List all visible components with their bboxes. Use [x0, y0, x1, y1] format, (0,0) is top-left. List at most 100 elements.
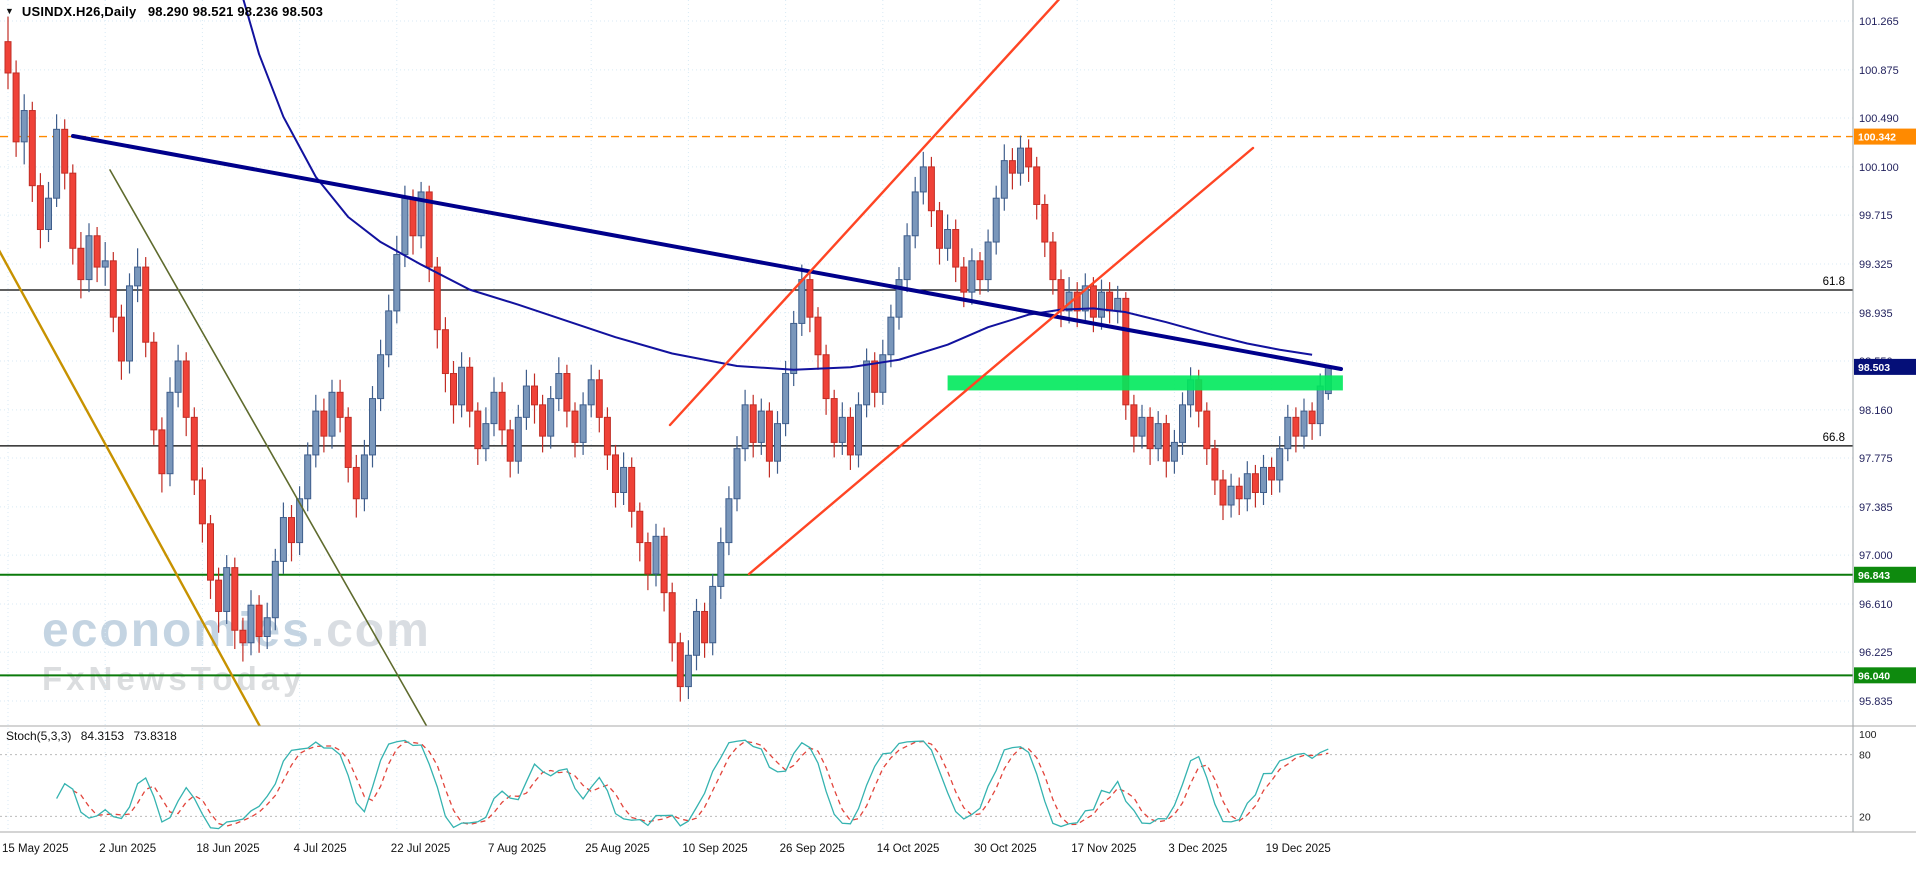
candle: [498, 391, 506, 431]
candle: [579, 404, 587, 443]
candle: [636, 510, 644, 544]
candle: [879, 354, 887, 393]
candle: [846, 416, 854, 456]
candle: [806, 279, 814, 318]
stochastic-pane[interactable]: [0, 739, 1853, 830]
candle: [1227, 485, 1235, 506]
candlestick-series: [4, 16, 1332, 702]
candle: [36, 185, 44, 231]
candle: [506, 429, 514, 462]
candle: [693, 610, 700, 656]
candle: [1138, 416, 1146, 437]
candle: [587, 379, 595, 406]
candle: [903, 235, 911, 281]
date-tick-label: 15 May 2025: [2, 843, 69, 855]
candle: [482, 423, 490, 450]
axes: [0, 0, 1916, 833]
candle: [822, 354, 830, 400]
candle: [684, 654, 692, 688]
ohlc-values: 98.290 98.521 98.236 98.503: [147, 4, 324, 19]
candle: [352, 466, 360, 500]
candle: [960, 266, 968, 293]
price-tick-label: 99.325: [1859, 259, 1893, 271]
stochastic-indicator-label: Stoch(5,3,3) 84.3153 73.8318: [6, 729, 183, 743]
candle: [1284, 416, 1292, 450]
candle: [401, 197, 409, 256]
date-tick-label: 17 Nov 2025: [1071, 843, 1136, 855]
candle: [668, 592, 676, 644]
stoch-axis[interactable]: 100 80 20: [1859, 729, 1877, 823]
fib-level-label: 66.8: [1823, 432, 1845, 444]
candle: [936, 210, 943, 249]
candle: [660, 535, 668, 594]
candle: [1268, 466, 1276, 481]
candle: [377, 354, 385, 400]
candle: [20, 110, 28, 143]
candle: [231, 567, 239, 631]
candle: [320, 410, 328, 437]
candle: [522, 385, 530, 418]
candle: [207, 523, 214, 581]
price-tick-label: 95.835: [1859, 696, 1893, 708]
descending-major-trendline[interactable]: [71, 134, 1343, 371]
price-tag: [1854, 566, 1916, 583]
candle: [441, 329, 449, 375]
ascending-trendline-lower[interactable]: [747, 146, 1255, 576]
candle: [976, 260, 984, 281]
candle: [344, 416, 352, 468]
candle: [134, 266, 142, 287]
watermark-tagline: FxNewsToday: [42, 660, 306, 698]
candle: [1089, 285, 1097, 318]
candle: [1106, 291, 1114, 312]
candle: [514, 416, 522, 462]
candle: [466, 366, 474, 412]
candle: [741, 404, 749, 450]
candle: [385, 310, 393, 356]
candle: [417, 191, 425, 237]
candle: [1219, 479, 1227, 506]
stoch-tick-label: 20: [1859, 811, 1871, 823]
candle: [215, 579, 223, 612]
candle: [1114, 297, 1122, 312]
chart-menu-arrow-icon[interactable]: ▼: [5, 6, 15, 16]
candle: [369, 398, 376, 456]
candle: [749, 404, 757, 443]
candle: [1073, 291, 1081, 312]
candle: [1308, 410, 1316, 425]
date-tick-label: 3 Dec 2025: [1168, 843, 1227, 855]
candle: [490, 391, 498, 425]
stoch-tick-label: 80: [1859, 750, 1871, 762]
descending-channel-dark[interactable]: [109, 169, 430, 732]
candle: [814, 316, 822, 356]
price-tick-label: 101.265: [1859, 16, 1899, 28]
ascending-trendline-upper[interactable]: [668, 0, 1063, 427]
price-axis[interactable]: 101.265 100.875 100.490 100.100 99.715 99.325…: [1854, 16, 1916, 708]
candle: [1008, 160, 1016, 174]
price-tick-label: 96.610: [1859, 599, 1893, 611]
date-tick-label: 2 Jun 2025: [99, 843, 156, 855]
stoch-name: Stoch(5,3,3): [6, 729, 72, 743]
candle: [158, 429, 166, 475]
candle: [1170, 441, 1178, 462]
stoch-d-value: 73.8318: [133, 729, 177, 743]
candle: [271, 560, 279, 619]
price-tag-label: 96.843: [1858, 570, 1890, 582]
stoch-k-value: 84.3153: [80, 729, 125, 743]
candle: [1033, 166, 1041, 205]
candle: [952, 229, 960, 268]
time-axis[interactable]: 15 May 2025 2 Jun 2025 18 Jun 2025 4 Jul 20…: [2, 843, 1331, 855]
candle: [1235, 485, 1243, 500]
candle: [1154, 423, 1162, 450]
candle: [895, 279, 903, 318]
price-pane[interactable]: 61.8 66.8: [0, 0, 1853, 732]
price-tag-label: 96.040: [1858, 670, 1890, 682]
candle: [644, 542, 652, 575]
descending-channel-gold[interactable]: [0, 243, 263, 732]
candle: [1179, 404, 1186, 443]
candle: [239, 629, 247, 644]
candle: [166, 391, 174, 475]
fib-level-label: 61.8: [1823, 276, 1845, 288]
candle: [1081, 285, 1089, 312]
